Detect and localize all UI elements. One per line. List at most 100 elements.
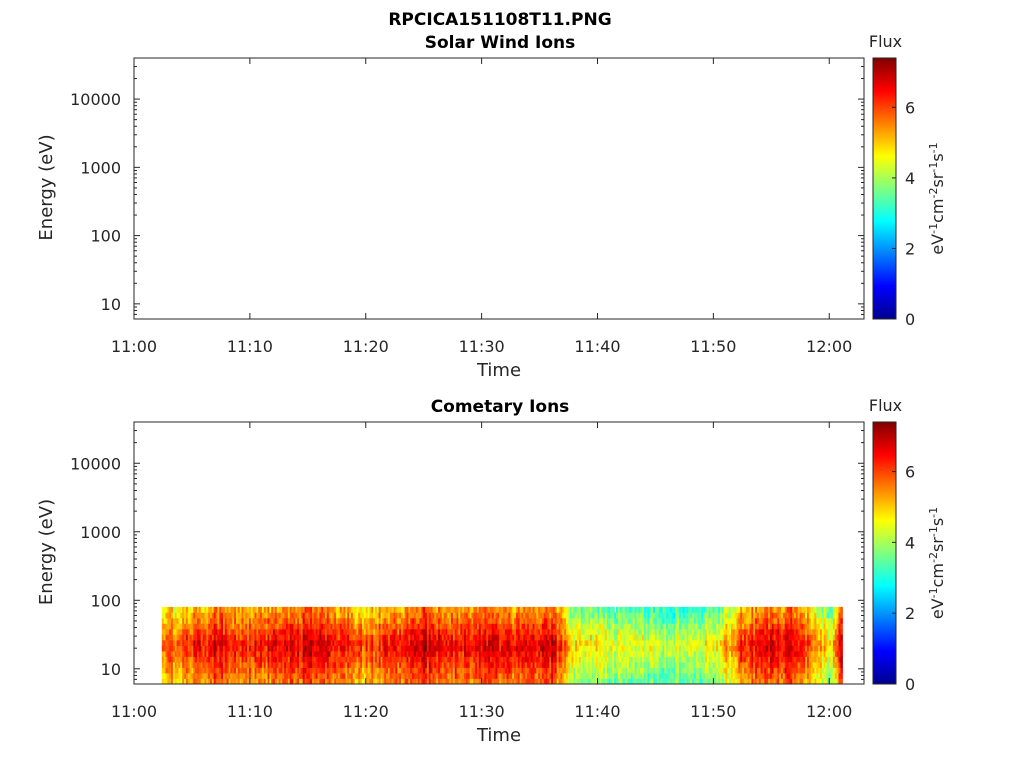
spectrogram-cell: [410, 667, 413, 674]
spectrogram-cell: [232, 623, 235, 630]
spectrogram-cell: [540, 634, 543, 641]
spectrogram-cell: [172, 645, 176, 652]
spectrogram-cell: [571, 673, 574, 679]
spectrogram-cell: [658, 645, 662, 652]
spectrogram-cell: [260, 623, 263, 630]
spectrogram-cell: [217, 678, 220, 684]
spectrogram-cell: [705, 628, 708, 635]
spectrogram-cell: [217, 673, 220, 679]
spectrogram-cell: [504, 645, 508, 652]
spectrogram-cell: [671, 634, 675, 641]
spectrogram-cell: [799, 645, 803, 652]
spectrogram-cell: [475, 645, 478, 652]
spectrogram-cell: [504, 667, 508, 674]
spectrogram-cell: [223, 628, 226, 635]
spectrogram-cell: [638, 673, 641, 679]
spectrogram-cell: [566, 617, 569, 624]
spectrogram-cell: [184, 634, 187, 641]
spectrogram-cell: [239, 678, 243, 684]
spectrogram-cell: [174, 617, 178, 624]
spectrogram-cell: [310, 673, 313, 679]
spectrogram-cell: [389, 612, 393, 619]
spectrogram-cell: [211, 651, 215, 657]
spectrogram-cell: [495, 645, 498, 652]
spectrogram-cell: [243, 656, 246, 663]
spectrogram-cell: [197, 662, 200, 668]
spectrogram-cell: [586, 634, 589, 641]
spectrogram-cell: [458, 673, 461, 679]
spectrogram-cell: [434, 662, 437, 668]
spectrogram-cell: [597, 628, 600, 635]
spectrogram-cell: [601, 634, 604, 641]
spectrogram-cell: [415, 640, 419, 646]
spectrogram-cell: [243, 673, 246, 679]
spectrogram-cell: [792, 678, 795, 684]
spectrogram-cell: [258, 678, 261, 684]
spectrogram-cell: [693, 617, 697, 624]
spectrogram-cell: [219, 634, 222, 641]
spectrogram-cell: [597, 634, 600, 641]
spectrogram-cell: [425, 662, 428, 668]
spectrogram-cell: [191, 634, 194, 641]
spectrogram-cell: [740, 634, 743, 641]
spectrogram-cell: [352, 623, 356, 630]
spectrogram-cell: [315, 612, 319, 619]
spectrogram-cell: [656, 673, 660, 679]
spectrogram-cell: [380, 645, 384, 652]
spectrogram-cell: [339, 678, 343, 684]
spectrogram-cell: [256, 673, 259, 679]
spectrogram-cell: [775, 667, 778, 674]
spectrogram-cell: [551, 640, 554, 646]
spectrogram-cell: [421, 678, 424, 684]
spectrogram-cell: [782, 634, 786, 641]
spectrogram-cell: [254, 651, 257, 657]
spectrogram-cell: [540, 617, 543, 624]
spectrogram-cell: [321, 628, 324, 635]
spectrogram-cell: [679, 640, 682, 646]
spectrogram-cell: [706, 662, 710, 668]
spectrogram-cell: [684, 667, 688, 674]
spectrogram-cell: [738, 645, 741, 652]
spectrogram-cell: [577, 673, 580, 679]
spectrogram-cell: [413, 662, 417, 668]
spectrogram-cell: [679, 628, 682, 635]
spectrogram-cell: [532, 656, 536, 663]
spectrogram-cell: [697, 617, 701, 624]
spectrogram-cell: [336, 645, 339, 652]
spectrogram-cell: [679, 662, 682, 668]
spectrogram-cell: [345, 623, 348, 630]
spectrogram-cell: [560, 667, 563, 674]
spectrogram-cell: [286, 656, 289, 663]
spectrogram-cell: [210, 606, 213, 613]
spectrogram-cell: [254, 612, 257, 619]
spectrogram-cell: [495, 628, 498, 635]
spectrogram-cell: [219, 667, 222, 674]
spectrogram-cell: [706, 667, 710, 674]
spectrogram-cell: [208, 667, 211, 674]
spectrogram-cell: [781, 628, 784, 635]
spectrogram-cell: [172, 623, 176, 630]
spectrogram-cell: [393, 612, 397, 619]
spectrogram-cell: [443, 634, 447, 641]
spectrogram-cell: [712, 651, 715, 657]
spectrogram-cell: [651, 656, 654, 663]
spectrogram-cell: [488, 651, 491, 657]
spectrogram-cell: [577, 640, 580, 646]
spectrogram-cell: [326, 673, 330, 679]
spectrogram-cell: [606, 623, 610, 630]
spectrogram-cell: [343, 678, 346, 684]
spectrogram-cell: [284, 645, 287, 652]
spectrogram-cell: [417, 678, 421, 684]
spectrogram-cell: [530, 623, 534, 630]
spectrogram-cell: [640, 628, 643, 635]
spectrogram-cell: [629, 606, 632, 613]
spectrogram-cell: [540, 667, 543, 674]
spectrogram-cell: [267, 645, 270, 652]
spectrogram-cell: [406, 678, 409, 684]
spectrogram-cell: [747, 640, 751, 646]
spectrogram-cell: [172, 651, 176, 657]
spectrogram-cell: [667, 667, 671, 674]
spectrogram-cell: [723, 662, 727, 668]
spectrogram-cell: [391, 673, 395, 679]
spectrogram-cell: [221, 606, 224, 613]
